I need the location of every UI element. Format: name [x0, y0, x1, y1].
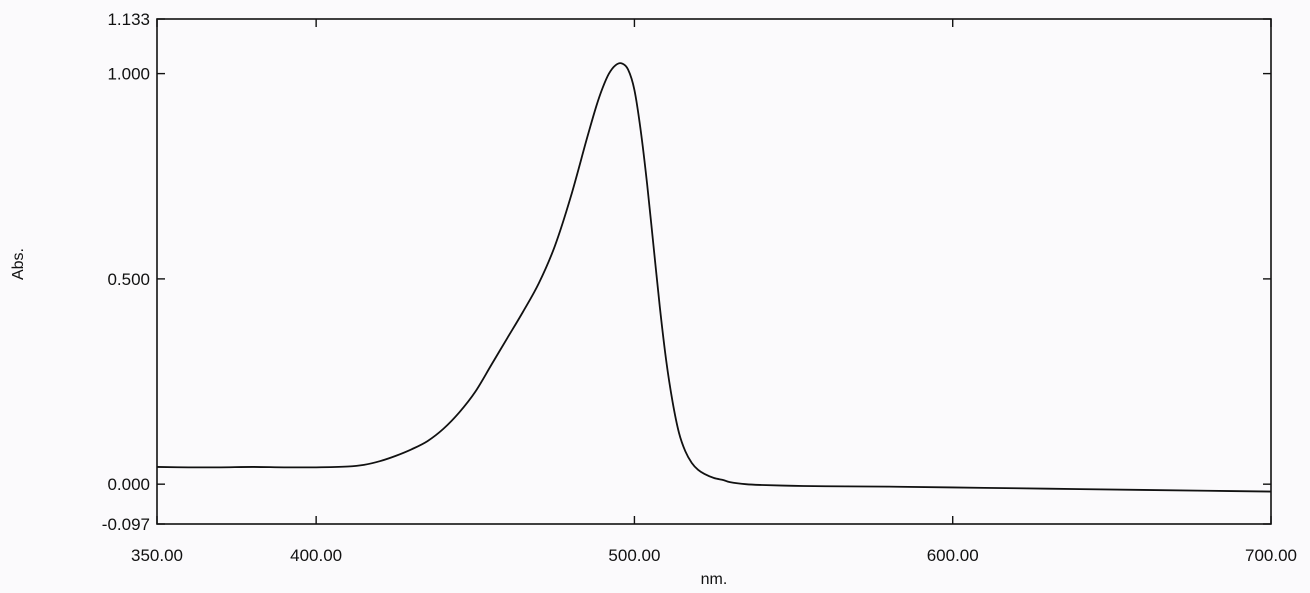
y-tick-label: 1.133: [107, 10, 150, 29]
x-tick-label: 350.00: [131, 546, 183, 565]
x-tick-label: 400.00: [290, 546, 342, 565]
x-axis-title: nm.: [701, 571, 728, 588]
y-tick-label: 0.500: [107, 270, 150, 289]
plot-frame: [156, 18, 1272, 525]
absorbance-line: [156, 62, 1272, 493]
y-tick-label: 1.000: [107, 65, 150, 84]
y-axis-title: Abs.: [10, 248, 27, 280]
x-tick-label: 500.00: [608, 546, 660, 565]
y-tick-label: 0.000: [107, 475, 150, 494]
x-tick-label: 600.00: [927, 546, 979, 565]
x-tick-label: 700.00: [1245, 546, 1297, 565]
y-tick-label: -0.097: [102, 515, 150, 534]
